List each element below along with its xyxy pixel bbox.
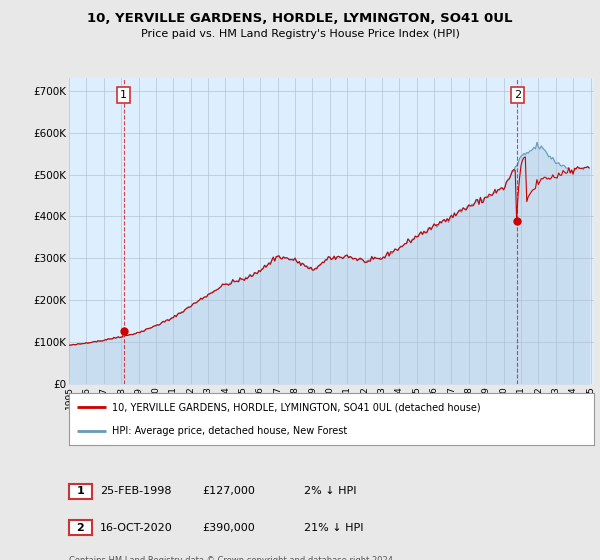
- Text: 21% ↓ HPI: 21% ↓ HPI: [304, 522, 364, 533]
- Text: 2: 2: [514, 90, 521, 100]
- Text: 1: 1: [77, 487, 84, 496]
- Text: Price paid vs. HM Land Registry's House Price Index (HPI): Price paid vs. HM Land Registry's House …: [140, 29, 460, 39]
- Text: £390,000: £390,000: [202, 522, 255, 533]
- Text: 10, YERVILLE GARDENS, HORDLE, LYMINGTON, SO41 0UL (detached house): 10, YERVILLE GARDENS, HORDLE, LYMINGTON,…: [112, 402, 481, 412]
- Text: 1: 1: [120, 90, 127, 100]
- Text: 16-OCT-2020: 16-OCT-2020: [100, 522, 173, 533]
- Text: 10, YERVILLE GARDENS, HORDLE, LYMINGTON, SO41 0UL: 10, YERVILLE GARDENS, HORDLE, LYMINGTON,…: [87, 12, 513, 25]
- Text: 25-FEB-1998: 25-FEB-1998: [100, 486, 172, 496]
- Text: 2: 2: [77, 523, 84, 533]
- Text: HPI: Average price, detached house, New Forest: HPI: Average price, detached house, New …: [112, 426, 347, 436]
- Text: £127,000: £127,000: [202, 486, 255, 496]
- Text: Contains HM Land Registry data © Crown copyright and database right 2024.
This d: Contains HM Land Registry data © Crown c…: [69, 556, 395, 560]
- Text: 2% ↓ HPI: 2% ↓ HPI: [304, 486, 356, 496]
